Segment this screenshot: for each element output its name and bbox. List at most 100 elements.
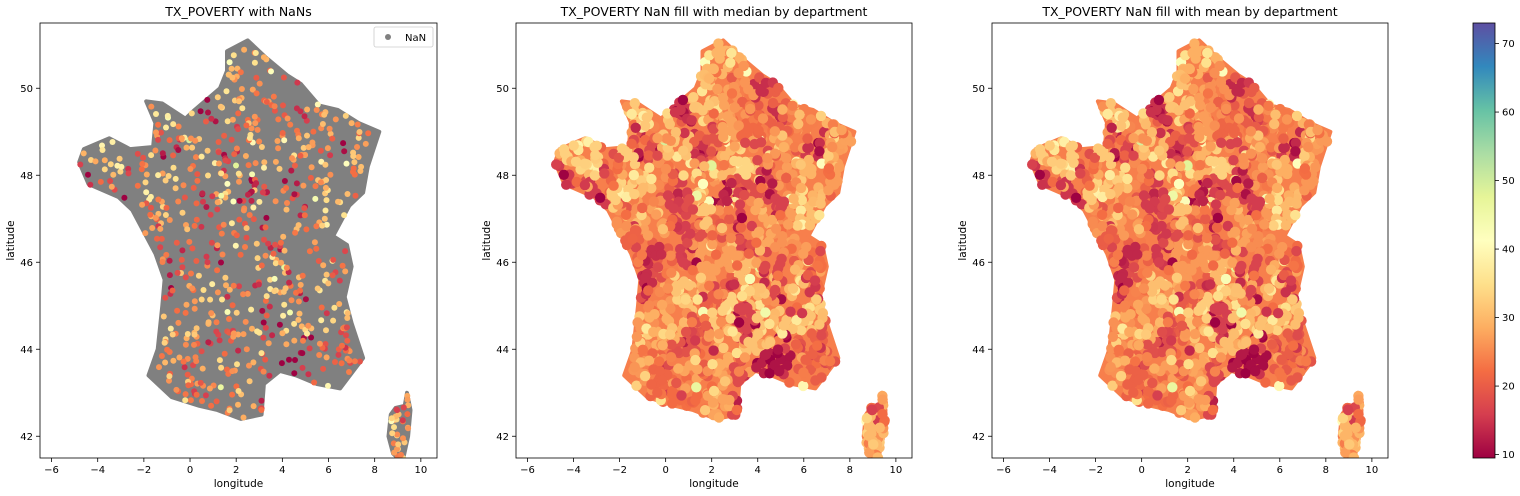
- scatter-point: [175, 198, 182, 205]
- scatter-point: [252, 120, 259, 127]
- scatter-point: [777, 231, 788, 242]
- scatter-point: [713, 289, 724, 300]
- scatter-point: [1290, 146, 1301, 157]
- scatter-point: [643, 285, 654, 296]
- scatter-point: [806, 209, 817, 220]
- scatter-point: [248, 306, 255, 313]
- scatter-point: [1343, 404, 1354, 416]
- scatter-point: [170, 152, 177, 159]
- scatter-point: [1288, 340, 1299, 351]
- scatter-point: [802, 122, 813, 133]
- x-tick-label: −6: [520, 465, 535, 476]
- scatter-point: [224, 118, 231, 125]
- scatter-point: [249, 325, 255, 332]
- scatter-point: [321, 111, 328, 118]
- scatter-point: [248, 197, 255, 204]
- scatter-point: [329, 135, 336, 142]
- scatter-point: [292, 357, 298, 363]
- scatter-point: [812, 340, 823, 351]
- scatter-point: [302, 296, 309, 303]
- chart-title: TX_POVERTY NaN fill with median by depar…: [560, 4, 868, 19]
- scatter-point: [673, 363, 684, 374]
- scatter-point: [299, 272, 306, 279]
- scatter-point: [1183, 397, 1195, 408]
- scatter-point: [1221, 103, 1232, 115]
- scatter-point: [690, 335, 701, 346]
- scatter-point: [274, 138, 281, 144]
- scatter-point: [343, 332, 349, 339]
- scatter-point: [816, 372, 827, 383]
- x-tick-label: 6: [325, 465, 331, 476]
- scatter-point: [793, 118, 804, 130]
- scatter-point: [308, 164, 315, 171]
- scatter-point: [155, 196, 162, 203]
- scatter-point: [1145, 107, 1157, 118]
- scatter-point: [1189, 412, 1201, 423]
- scatter-point: [1231, 86, 1242, 97]
- scatter-point: [222, 157, 229, 164]
- scatter-point: [1274, 380, 1285, 392]
- scatter-point: [795, 205, 806, 216]
- scatter-point: [1344, 439, 1355, 450]
- scatter-point: [742, 302, 753, 314]
- scatter-point: [1197, 195, 1209, 207]
- scatter-point: [697, 105, 708, 116]
- scatter-point: [243, 234, 250, 241]
- scatter-point: [733, 67, 744, 79]
- scatter-point: [280, 312, 287, 319]
- scatter-point: [1193, 170, 1204, 181]
- scatter-point: [223, 88, 230, 95]
- scatter-point: [1285, 275, 1297, 286]
- scatter-point: [1291, 198, 1302, 209]
- scatter-point: [215, 149, 222, 156]
- scatter-point: [1200, 394, 1211, 406]
- scatter-point: [229, 74, 236, 81]
- scatter-point: [692, 364, 703, 375]
- scatter-point: [704, 280, 715, 291]
- scatter-point: [845, 136, 857, 147]
- scatter-point: [1257, 172, 1268, 184]
- scatter-point: [323, 354, 330, 361]
- scatter-point: [350, 165, 357, 172]
- scatter-point: [724, 213, 735, 225]
- scatter-point: [1107, 380, 1118, 391]
- scatter-point: [1130, 365, 1142, 377]
- scatter-point: [143, 189, 150, 196]
- scatter-point: [753, 226, 765, 237]
- scatter-point: [297, 108, 304, 115]
- x-tick-label: −6: [44, 465, 59, 476]
- scatter-point: [232, 242, 239, 249]
- scatter-point: [1137, 133, 1148, 144]
- scatter-point: [213, 328, 220, 335]
- scatter-point: [191, 305, 198, 312]
- scatter-point: [643, 355, 655, 366]
- x-tick-label: −4: [1042, 465, 1057, 476]
- scatter-point: [716, 316, 727, 328]
- scatter-point: [1348, 452, 1359, 458]
- scatter-point: [731, 404, 743, 416]
- scatter-point: [184, 371, 191, 378]
- scatter-point: [1173, 105, 1184, 116]
- scatter-point: [189, 245, 196, 252]
- scatter-point: [1065, 141, 1076, 153]
- scatter-point: [1192, 316, 1203, 328]
- scatter-point: [199, 365, 206, 372]
- scatter-point: [172, 175, 179, 182]
- scatter-point: [258, 144, 265, 150]
- scatter-point: [640, 272, 651, 283]
- scatter-point: [327, 130, 334, 137]
- scatter-point: [677, 94, 689, 106]
- scatter-point: [1236, 307, 1247, 318]
- scatter-point: [1274, 367, 1285, 378]
- x-tick-label: 0: [1138, 465, 1144, 476]
- scatter-point: [1217, 324, 1228, 335]
- scatter-point: [365, 130, 372, 137]
- scatter-point: [1238, 152, 1249, 164]
- scatter-point: [301, 205, 308, 212]
- scatter-point: [172, 185, 179, 192]
- scatter-point: [354, 121, 361, 128]
- scatter-point: [874, 422, 885, 433]
- scatter-point: [736, 290, 748, 302]
- scatter-point: [1180, 280, 1191, 291]
- scatter-point: [751, 257, 762, 268]
